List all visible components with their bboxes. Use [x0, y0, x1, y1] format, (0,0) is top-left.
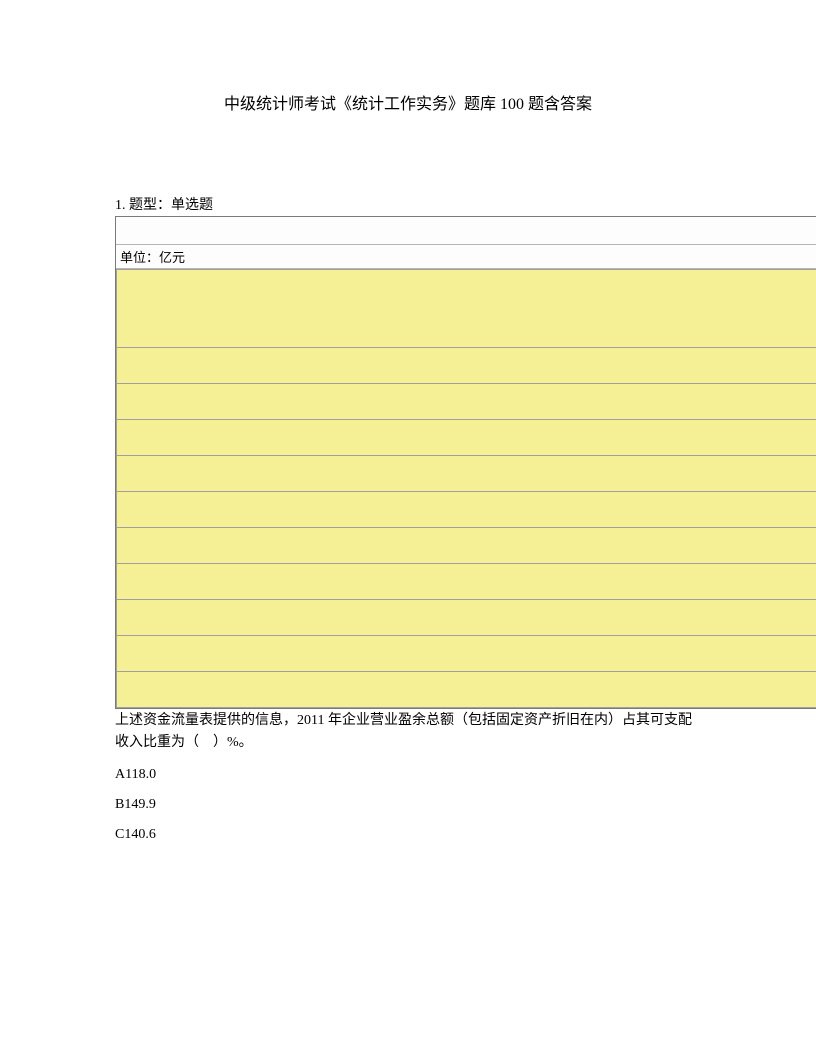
row-label: 经常转移 [117, 528, 816, 564]
table-row: 最终消费63154.9168956.6 [117, 564, 816, 600]
table-row: 增加值274841.124958.340363.3132941.4 [117, 384, 816, 420]
document-page: 中级统计师考试《统计工作实务》题库 100 题含答案 1. 题型：单选题 201… [0, 0, 816, 843]
option-c: C140.6 [115, 827, 701, 843]
row-label: 劳动者报酬 [117, 420, 816, 456]
question-text: 上述资金流量表提供的信息，2011 年企业营业盈余总额（包括固定资产折旧在内）占… [115, 710, 701, 753]
corner-label: 机构部门交易项目 [117, 270, 816, 348]
table-header-row: 机构部门交易项目 非金融企业部门 金融机构部门 政府部门 住户部门 国外部门 [117, 270, 816, 312]
data-table: 机构部门交易项目 非金融企业部门 金融机构部门 政府部门 住户部门 国外部门 使… [116, 269, 816, 708]
table-title: 2011 年中国资金流量表（实物交易） [116, 217, 816, 245]
table-row: 净出口-12163.3 [117, 348, 816, 384]
row-label: 其他金融资产获得减处置 [117, 672, 816, 708]
row-label: 增加值 [117, 384, 816, 420]
question-number: 1. 题型：单选题 [115, 194, 701, 214]
option-b: B149.9 [115, 797, 701, 813]
table-row: 生产税净额57843.22906.3300.862270.81220.5 [117, 456, 816, 492]
table-row: 资本转移2005.36219.46230.72425.657.3363.011.… [117, 600, 816, 636]
option-a: A118.0 [115, 767, 701, 783]
table-row: 劳动者报酬98610.28062.534400.080385.5222423.8… [117, 420, 816, 456]
row-label: 净出口 [117, 348, 816, 384]
row-label: 最终消费 [117, 564, 816, 600]
row-label: 财产收入 [117, 492, 816, 528]
table-row: 其他金融资产获得减处置23626.2-9033.2-14593.0 [117, 672, 816, 708]
table-unit: 单位：亿元 [116, 245, 816, 269]
row-label: 资本转移 [117, 600, 816, 636]
funds-flow-table: 2011 年中国资金流量表（实物交易） 单位：亿元 机构部门交易项目 非金融企业… [115, 216, 816, 709]
document-title: 中级统计师考试《统计工作实务》题库 100 题含答案 [115, 90, 701, 114]
table-row: 财产收入44709.321175.540060.043429.26788.910… [117, 492, 816, 528]
row-label: 资本形成总额 [117, 636, 816, 672]
row-label: 生产税净额 [117, 456, 816, 492]
table-row: 资本形成总额147080.4400.123868.456995.3 [117, 636, 816, 672]
table-row: 经常转移16933.21069.85490.53311.134189.65232… [117, 528, 816, 564]
